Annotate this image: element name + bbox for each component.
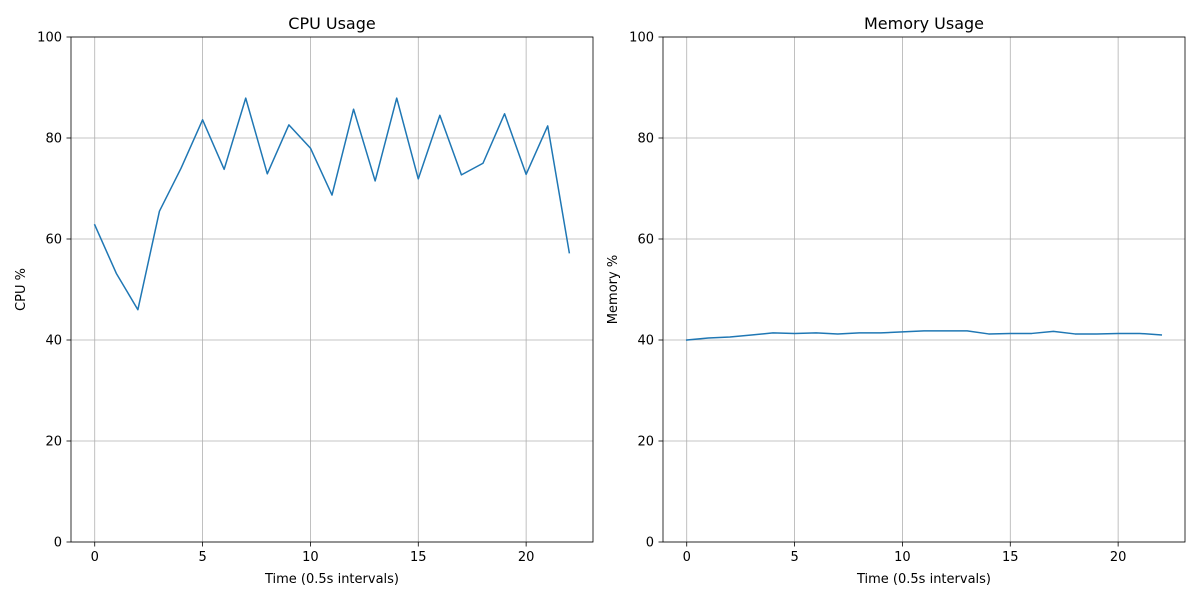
memory-x-tick-label: 0 <box>683 550 691 565</box>
memory-x-tick-label: 20 <box>1110 550 1127 565</box>
memory-y-axis-label: Memory % <box>606 255 621 324</box>
memory-ticks: 0 5 10 15 20 0 20 40 60 80 100 <box>629 31 1126 566</box>
memory-x-axis-label: Time (0.5s intervals) <box>856 572 991 587</box>
cpu-y-tick-label: 100 <box>37 31 62 46</box>
cpu-y-axis-label: CPU % <box>14 268 29 311</box>
memory-y-tick-label: 80 <box>637 132 654 147</box>
memory-x-tick-label: 5 <box>790 550 798 565</box>
cpu-y-tick-label: 40 <box>45 334 62 349</box>
cpu-x-axis-label: Time (0.5s intervals) <box>264 572 399 587</box>
memory-y-tick-label: 60 <box>637 233 654 248</box>
cpu-axes-frame <box>70 36 594 543</box>
cpu-x-tick-label: 0 <box>91 550 99 565</box>
cpu-x-tick-label: 15 <box>410 550 427 565</box>
cpu-y-tick-label: 20 <box>45 435 62 450</box>
memory-series-line <box>685 330 1163 341</box>
cpu-y-tick-label: 80 <box>45 132 62 147</box>
memory-plot-area <box>663 37 1185 542</box>
memory-axes-frame <box>662 36 1186 543</box>
memory-x-tick-label: 15 <box>1002 550 1019 565</box>
memory-y-tick-label: 40 <box>637 334 654 349</box>
cpu-series-line <box>93 97 571 311</box>
memory-chart-title: Memory Usage <box>864 14 984 33</box>
cpu-y-tick-label: 0 <box>54 536 62 551</box>
cpu-usage-chart: 0 5 10 15 20 0 20 40 60 80 100 CPU Usage Time (0.5… <box>14 14 594 587</box>
memory-y-tick-label: 20 <box>637 435 654 450</box>
cpu-plot-area <box>71 37 593 542</box>
cpu-y-tick-label: 60 <box>45 233 62 248</box>
memory-y-tick-label: 0 <box>646 536 654 551</box>
memory-y-tick-label: 100 <box>629 31 654 46</box>
cpu-x-tick-label: 5 <box>198 550 206 565</box>
cpu-chart-title: CPU Usage <box>288 14 375 33</box>
memory-x-tick-label: 10 <box>894 550 911 565</box>
cpu-x-tick-label: 20 <box>518 550 535 565</box>
memory-usage-chart: 0 5 10 15 20 0 20 40 60 80 100 Memory Usage Time (… <box>606 14 1186 587</box>
cpu-x-tick-label: 10 <box>302 550 319 565</box>
cpu-ticks: 0 5 10 15 20 0 20 40 60 80 100 <box>37 31 534 566</box>
